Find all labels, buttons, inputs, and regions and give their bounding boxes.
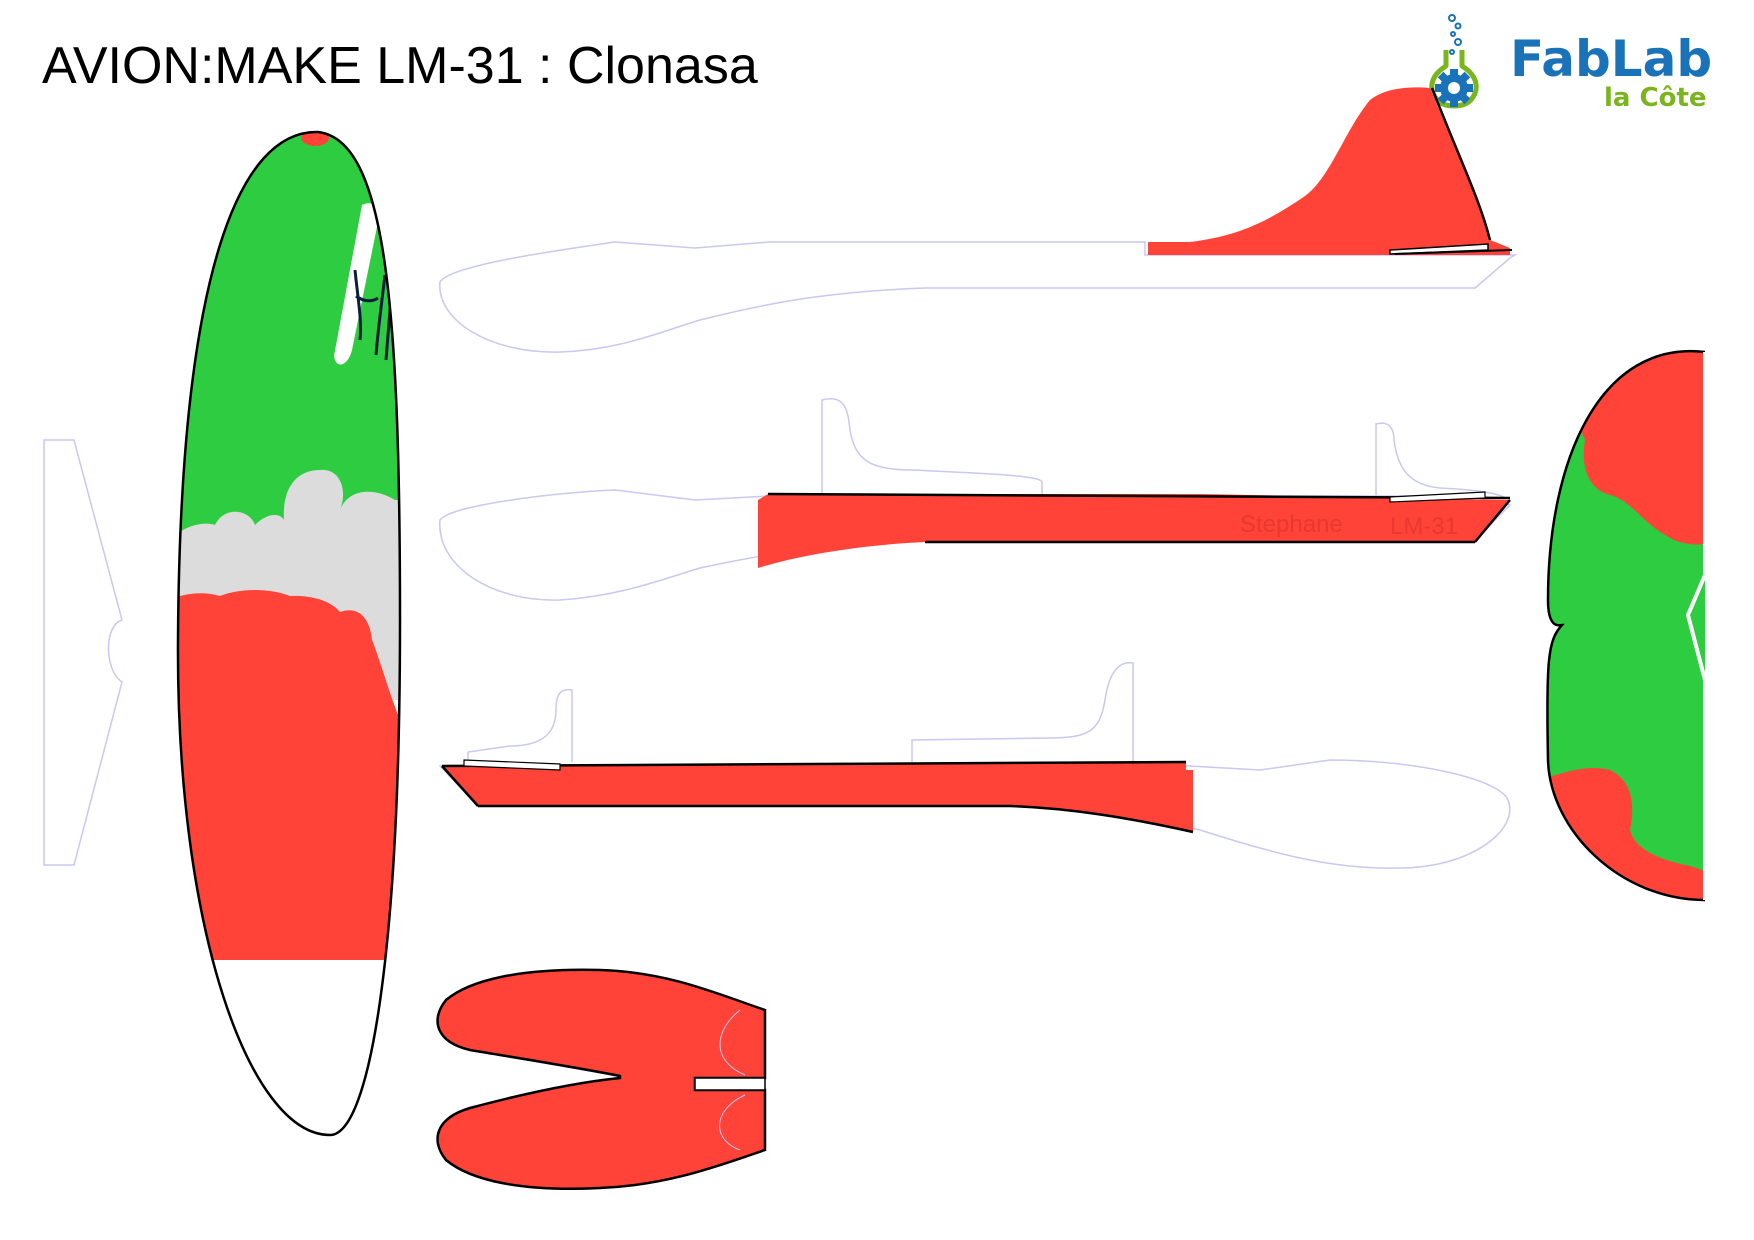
fuselage-side-2: Stephane LM-31	[439, 397, 1512, 601]
logo-main-text: FabLab	[1510, 30, 1713, 88]
fuselage-label-model: LM-31	[1390, 513, 1458, 540]
flask-gear-icon	[1429, 14, 1479, 109]
main-wing	[176, 130, 402, 1137]
fuselage-side-1	[439, 87, 1518, 353]
right-wing-half	[1546, 349, 1707, 902]
fuselage-side-3	[438, 662, 1511, 869]
fuselage-label-name: Stephane	[1240, 511, 1343, 538]
tail-stabilizer-outline	[43, 439, 123, 866]
logo-sub-text: la Côte	[1604, 83, 1707, 113]
horizontal-tail	[436, 968, 767, 1190]
fablab-logo: FabLab la Côte	[1420, 10, 1713, 120]
page-title: AVION:MAKE LM-31 : Clonasa	[42, 37, 758, 95]
